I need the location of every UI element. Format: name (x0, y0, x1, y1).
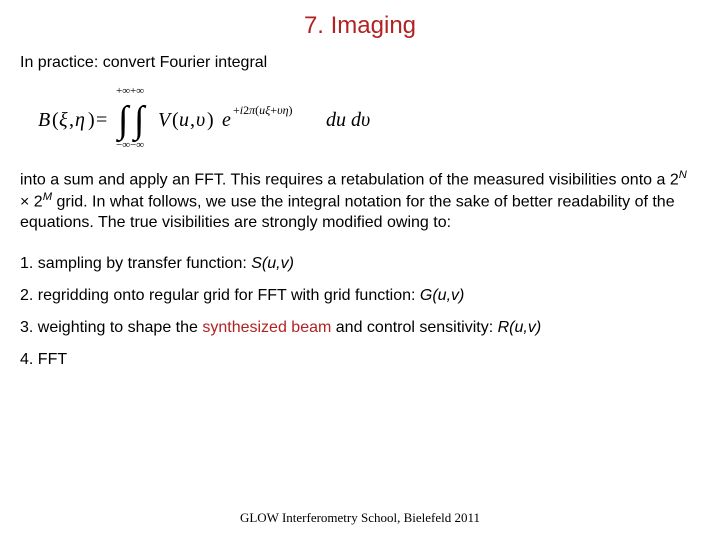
intro-text: In practice: convert Fourier integral (20, 54, 700, 72)
item3-highlight: synthesized beam (202, 319, 331, 336)
item1-pre: 1. sampling by transfer function: (20, 255, 251, 272)
list-item-3: 3. weighting to shape the synthesized be… (20, 319, 700, 337)
svg-text:u: u (179, 109, 189, 131)
list-item-4: 4. FFT (20, 351, 700, 369)
item3-fn: R(u,v) (498, 319, 542, 336)
svg-text:=: = (96, 109, 107, 131)
slide-title: 7. Imaging (20, 12, 700, 40)
exp-m: M (43, 191, 52, 203)
footer-text: GLOW Interferometry School, Bielefeld 20… (0, 510, 720, 526)
svg-text:η: η (75, 109, 85, 131)
svg-text:(: ( (172, 109, 179, 131)
body-pre: into a sum and apply an FFT. This requir… (20, 171, 679, 188)
body-paragraph: into a sum and apply an FFT. This requir… (20, 168, 700, 233)
svg-text:,: , (69, 109, 74, 131)
svg-text:du dυ: du dυ (326, 109, 370, 131)
list-item-2: 2. regridding onto regular grid for FFT … (20, 287, 700, 305)
svg-text:,: , (190, 109, 195, 131)
item1-fn: S(u,v) (251, 255, 294, 272)
svg-text:): ) (207, 109, 214, 131)
item4-pre: 4. FFT (20, 351, 67, 368)
body-post: grid. In what follows, we use the integr… (20, 194, 675, 231)
svg-text:e: e (222, 109, 231, 131)
svg-text:): ) (88, 109, 95, 131)
svg-text:B: B (38, 109, 50, 131)
fourier-formula: B ( ξ , η ) = ∫ ∫ +∞+∞ −∞−∞ V ( u , υ ) … (38, 82, 700, 152)
svg-text:−∞−∞: −∞−∞ (116, 139, 144, 151)
svg-text:(: ( (52, 109, 59, 131)
svg-text:V: V (158, 109, 173, 131)
item3-post: and control sensitivity: (331, 319, 497, 336)
item2-pre: 2. regridding onto regular grid for FFT … (20, 287, 420, 304)
svg-text:+i2π(uξ+υη): +i2π(uξ+υη) (233, 103, 293, 117)
exp-n: N (679, 169, 687, 181)
body-mid: × 2 (20, 194, 43, 211)
svg-text:∫: ∫ (132, 99, 147, 143)
svg-text:ξ: ξ (59, 109, 68, 131)
svg-text:υ: υ (196, 109, 205, 131)
svg-text:+∞+∞: +∞+∞ (116, 85, 144, 97)
item3-pre: 3. weighting to shape the (20, 319, 202, 336)
item2-fn: G(u,v) (420, 287, 464, 304)
svg-text:∫: ∫ (116, 99, 131, 143)
list-item-1: 1. sampling by transfer function: S(u,v) (20, 255, 700, 273)
